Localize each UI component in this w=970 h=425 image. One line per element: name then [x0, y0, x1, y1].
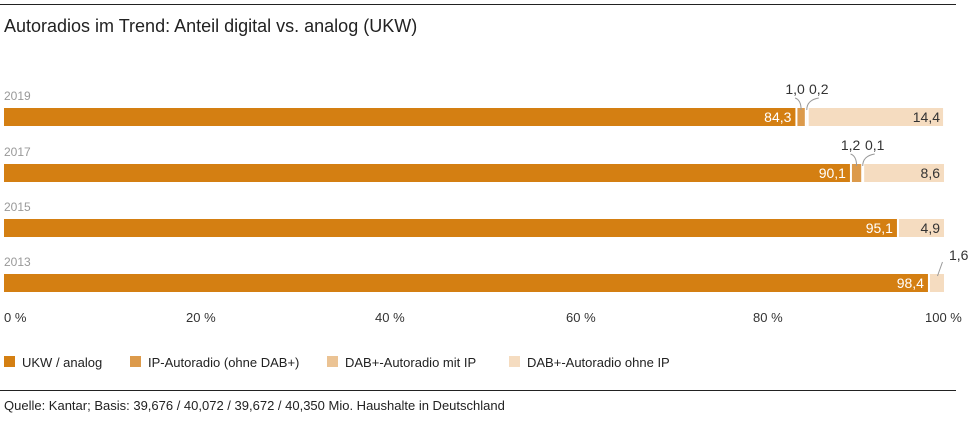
legend-label-3: DAB+-Autoradio ohne IP — [527, 355, 670, 370]
source-note: Quelle: Kantar; Basis: 39,676 / 40,072 /… — [4, 398, 505, 413]
legend-label-0: UKW / analog — [22, 355, 102, 370]
legend-swatch-1 — [130, 356, 141, 367]
legend-swatch-0 — [4, 356, 15, 367]
x-tick-label-1: 20 % — [186, 310, 216, 325]
bar-2019-series-1 — [796, 108, 806, 126]
year-label-2013: 2013 — [4, 255, 31, 269]
year-label-2017: 2017 — [4, 145, 31, 159]
year-label-2019: 2019 — [4, 89, 31, 103]
value-label-2017-dab-ohne-ip: 8,6 — [921, 165, 941, 181]
top-rule — [0, 4, 956, 5]
bar-2017-series-3 — [863, 164, 944, 182]
x-tick-label-4: 80 % — [753, 310, 783, 325]
x-tick-label-5: 100 % — [925, 310, 962, 325]
leader-2019-series-2 — [806, 97, 819, 111]
value-label-2017-series-2: 0,1 — [865, 137, 885, 153]
value-label-2019-series-2: 0,2 — [809, 81, 829, 97]
legend-swatch-3 — [509, 356, 520, 367]
x-tick-label-2: 40 % — [375, 310, 405, 325]
stacked-bar-chart: 2019 84,3 14,4 1,0 0,2 2017 90,1 8,6 1,2 0,1 2015 9… — [4, 81, 969, 370]
value-label-2015-dab-ohne-ip: 4,9 — [921, 220, 941, 236]
bar-2013-series-0 — [4, 274, 929, 292]
legend-label-1: IP-Autoradio (ohne DAB+) — [148, 355, 299, 370]
value-label-2019-analog: 84,3 — [764, 109, 791, 125]
bar-2015-series-3 — [897, 219, 944, 237]
value-label-2013-dab-ohne-ip: 1,6 — [949, 247, 969, 263]
x-tick-label-3: 60 % — [566, 310, 596, 325]
bar-2019-series-0 — [4, 108, 797, 126]
value-label-2019-dab-ohne-ip: 14,4 — [913, 109, 940, 125]
leader-2017-series-1 — [850, 153, 858, 167]
year-label-2015: 2015 — [4, 200, 31, 214]
legend-swatch-2 — [327, 356, 338, 367]
source-rule — [0, 390, 956, 391]
bar-2013-series-3 — [928, 274, 944, 292]
leader-2013-dab-ohne-ip — [937, 261, 943, 277]
leader-2019-series-1 — [794, 97, 802, 111]
bar-2015-series-0 — [4, 219, 898, 237]
value-label-2013-analog: 98,4 — [897, 275, 924, 291]
bar-2019-series-3 — [807, 108, 944, 126]
bar-2017-series-0 — [4, 164, 851, 182]
value-label-2019-series-1: 1,0 — [785, 81, 805, 97]
leader-2017-series-2 — [862, 153, 875, 167]
legend-label-2: DAB+-Autoradio mit IP — [345, 355, 476, 370]
value-label-2017-series-1: 1,2 — [841, 137, 861, 153]
x-tick-label-0: 0 % — [4, 310, 27, 325]
value-label-2017-analog: 90,1 — [819, 165, 846, 181]
bar-2017-series-1 — [850, 164, 863, 182]
chart-title: Autoradios im Trend: Anteil digital vs. … — [4, 16, 418, 36]
value-label-2015-analog: 95,1 — [866, 220, 893, 236]
